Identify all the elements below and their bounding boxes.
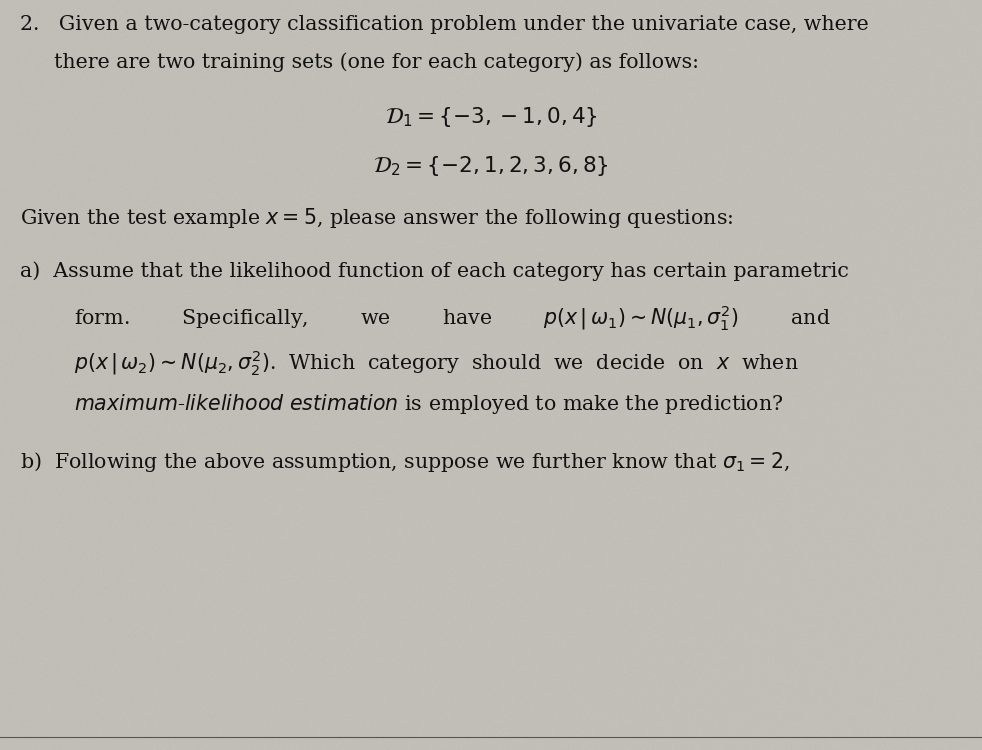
Text: $\mathcal{D}_1 = \{-3, -1, 0, 4\}$: $\mathcal{D}_1 = \{-3, -1, 0, 4\}$ <box>385 105 597 129</box>
Text: b)  Following the above assumption, suppose we further know that $\sigma_1 = 2$,: b) Following the above assumption, suppo… <box>20 450 790 474</box>
Text: $p(x\,|\,\omega_2) \sim N(\mu_2, \sigma_2^2)$.  Which  category  should  we  dec: $p(x\,|\,\omega_2) \sim N(\mu_2, \sigma_… <box>74 348 798 377</box>
Text: Given the test example $x = 5$, please answer the following questions:: Given the test example $x = 5$, please a… <box>20 206 733 230</box>
Text: $\mathcal{D}_2 = \{-2, 1, 2, 3, 6, 8\}$: $\mathcal{D}_2 = \{-2, 1, 2, 3, 6, 8\}$ <box>373 154 609 178</box>
Text: a)  Assume that the likelihood function of each category has certain parametric: a) Assume that the likelihood function o… <box>20 261 848 280</box>
Text: there are two training sets (one for each category) as follows:: there are two training sets (one for eac… <box>54 53 699 72</box>
Text: $\mathit{maximum}$-$\mathit{likelihood}$ $\mathit{estimation}$ is employed to ma: $\mathit{maximum}$-$\mathit{likelihood}$… <box>74 392 783 416</box>
Text: 2.   Given a two-category classification problem under the univariate case, wher: 2. Given a two-category classification p… <box>20 15 868 34</box>
Text: form.        Specifically,        we        have        $p(x\,|\,\omega_1) \sim : form. Specifically, we have $p(x\,|\,\om… <box>74 304 830 333</box>
